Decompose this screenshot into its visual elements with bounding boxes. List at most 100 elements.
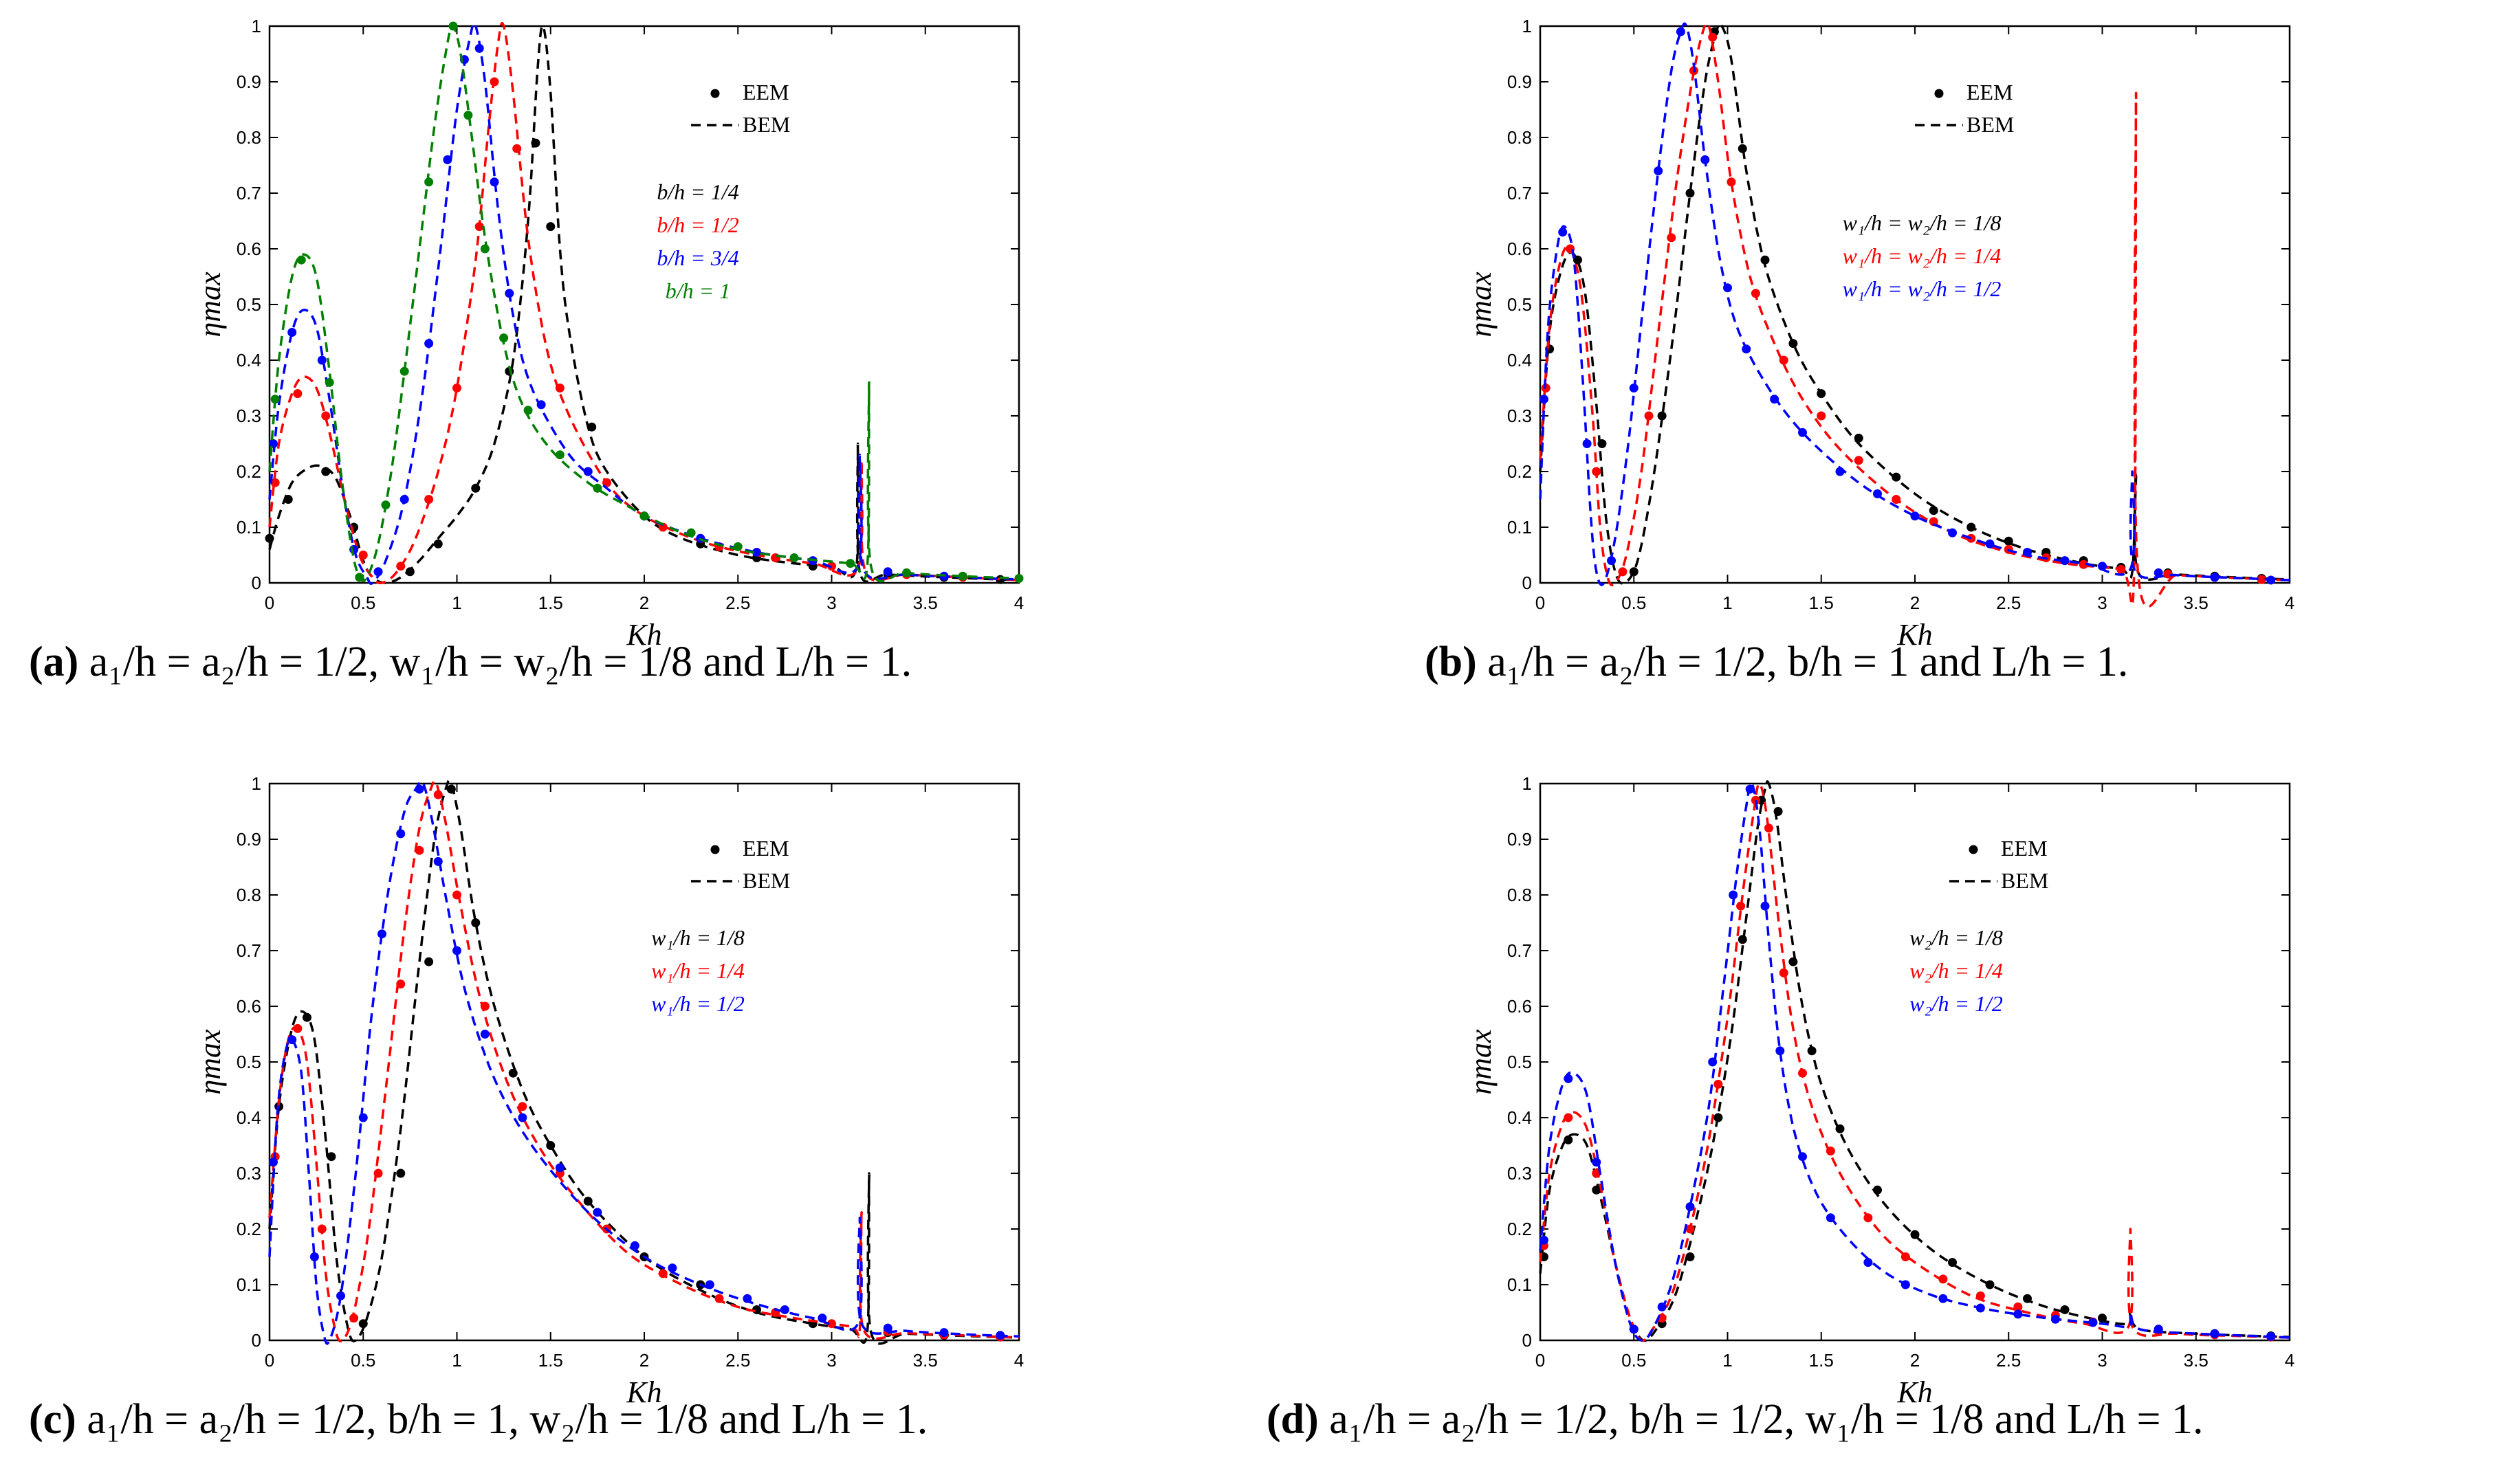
eem-point-b-0: [1854, 433, 1863, 443]
eem-point-b-0: [1892, 472, 1901, 482]
eem-point-a-1: [270, 478, 280, 487]
eem-point-b-0: [1657, 411, 1667, 421]
eem-point-d-2: [1729, 890, 1738, 900]
eem-point-a-0: [471, 483, 481, 493]
eem-point-d-0: [2023, 1294, 2032, 1303]
x-tick-label-b: 2.5: [1996, 593, 2021, 613]
eem-point-a-2: [317, 355, 327, 365]
y-tick-label-d: 0.9: [1507, 829, 1532, 850]
eem-point-c-2: [939, 1328, 949, 1338]
caption-b-label: (b): [1425, 639, 1477, 685]
y-tick-label-c: 0.2: [237, 1219, 261, 1239]
y-tick-label-a: 0.3: [237, 406, 261, 426]
eem-point-d-1: [1779, 968, 1788, 977]
bem-curve-b-2: [1539, 22, 2290, 586]
eem-point-c-0: [327, 1152, 336, 1162]
legend-series-label-c-0: w₁/h = 1/8: [651, 925, 745, 950]
caption-a: (a) a₁/h = a₂/h = 1/2, w₁/h = w₂/h = 1/8…: [29, 638, 912, 687]
x-tick-label-c: 3.5: [913, 1350, 938, 1371]
y-axis-label-b: ηmax: [1464, 272, 1498, 337]
legend-series-label-c-1: w₁/h = 1/4: [651, 958, 745, 983]
eem-point-d-1: [1900, 1252, 1910, 1261]
x-tick-label-b: 4: [2285, 593, 2294, 613]
x-tick-label-a: 2: [639, 593, 649, 613]
eem-point-d-1: [1863, 1213, 1873, 1223]
bem-curve-d-0: [1539, 780, 2290, 1342]
legend-series-label-d-2: w₂/h = 1/2: [1909, 991, 2003, 1016]
eem-point-a-2: [490, 177, 499, 187]
eem-point-d-2: [1900, 1280, 1910, 1289]
y-tick-label-c: 0.6: [237, 996, 261, 1017]
eem-point-d-1: [1975, 1291, 1985, 1300]
y-axis-label-c: ηmax: [193, 1029, 227, 1095]
eem-point-d-2: [1775, 1046, 1785, 1056]
eem-point-d-0: [1948, 1258, 1957, 1267]
eem-point-d-0: [1592, 1185, 1601, 1195]
y-tick-label-c: 1: [252, 773, 261, 794]
y-tick-label-b: 0.3: [1507, 406, 1532, 426]
eem-point-d-0: [2060, 1305, 2070, 1314]
eem-point-a-2: [752, 547, 761, 557]
plot-frame-d: [1539, 782, 2291, 1342]
eem-point-c-0: [471, 918, 481, 927]
eem-point-d-1: [1938, 1274, 1948, 1284]
y-tick-label-d: 0.1: [1507, 1274, 1532, 1295]
eem-point-a-3: [325, 377, 334, 387]
y-tick-label-a: 0.8: [237, 127, 261, 148]
eem-point-d-2: [1760, 901, 1770, 911]
eem-point-a-0: [283, 495, 293, 504]
x-tick-label-a: 3: [826, 593, 836, 613]
eem-point-b-1: [1892, 495, 1901, 504]
x-tick-label-c: 0: [265, 1350, 274, 1371]
bem-curve-d-2: [1539, 782, 2290, 1342]
bem-curve-c-1: [268, 779, 1020, 1343]
eem-point-d-0: [1985, 1280, 1995, 1289]
eem-point-a-3: [381, 500, 391, 510]
eem-point-b-1: [1751, 289, 1760, 298]
y-tick-label-d: 0.6: [1507, 996, 1532, 1017]
eem-point-d-2: [2050, 1314, 2060, 1324]
x-tick-label-c: 2: [639, 1350, 649, 1371]
eem-point-b-1: [1854, 456, 1863, 465]
y-tick-label-a: 0.7: [237, 183, 261, 203]
y-tick-label-c: 0.8: [237, 885, 261, 905]
eem-point-b-2: [1558, 228, 1568, 237]
y-tick-label-a: 0.2: [237, 461, 261, 482]
y-tick-label-b: 0.2: [1507, 461, 1532, 482]
x-axis-label-c: Kh: [626, 1375, 661, 1409]
y-tick-label-c: 0.4: [237, 1107, 261, 1128]
y-tick-label-b: 0.8: [1507, 127, 1532, 148]
x-tick-label-d: 4: [2285, 1350, 2294, 1371]
y-axis-label-d: ηmax: [1464, 1029, 1498, 1095]
eem-point-b-2: [1742, 344, 1751, 354]
eem-point-a-1: [474, 222, 484, 232]
eem-point-a-0: [265, 533, 274, 543]
eem-point-b-0: [1760, 255, 1770, 265]
legend-eem-marker-c: [710, 845, 720, 854]
legend-eem-label-d: EEM: [2001, 836, 2048, 861]
eem-point-b-1: [1708, 32, 1718, 42]
eem-point-a-2: [424, 339, 434, 348]
y-tick-label-d: 0.3: [1507, 1163, 1532, 1184]
eem-point-a-3: [296, 255, 306, 265]
bem-curve-a-0: [268, 24, 1020, 584]
eem-point-a-1: [602, 478, 611, 487]
y-tick-label-b: 1: [1522, 16, 1532, 36]
y-tick-label-c: 0.5: [237, 1052, 261, 1072]
eem-point-d-2: [1975, 1303, 1985, 1313]
eem-point-a-2: [536, 400, 546, 410]
x-tick-label-a: 2.5: [725, 593, 750, 613]
legend-bem-label-b: BEM: [1966, 112, 2014, 137]
x-axis-label-b: Kh: [1896, 618, 1932, 652]
eem-point-b-2: [1948, 528, 1957, 538]
eem-point-b-1: [1779, 355, 1788, 365]
y-tick-label-a: 0.4: [237, 350, 261, 370]
y-tick-label-b: 0: [1522, 573, 1532, 593]
eem-point-c-1: [518, 1102, 527, 1111]
eem-point-c-0: [303, 1012, 311, 1022]
eem-point-c-0: [424, 957, 434, 966]
legend-eem-marker-a: [710, 89, 720, 98]
eem-point-d-1: [1798, 1068, 1807, 1078]
eem-point-d-0: [1835, 1124, 1845, 1133]
